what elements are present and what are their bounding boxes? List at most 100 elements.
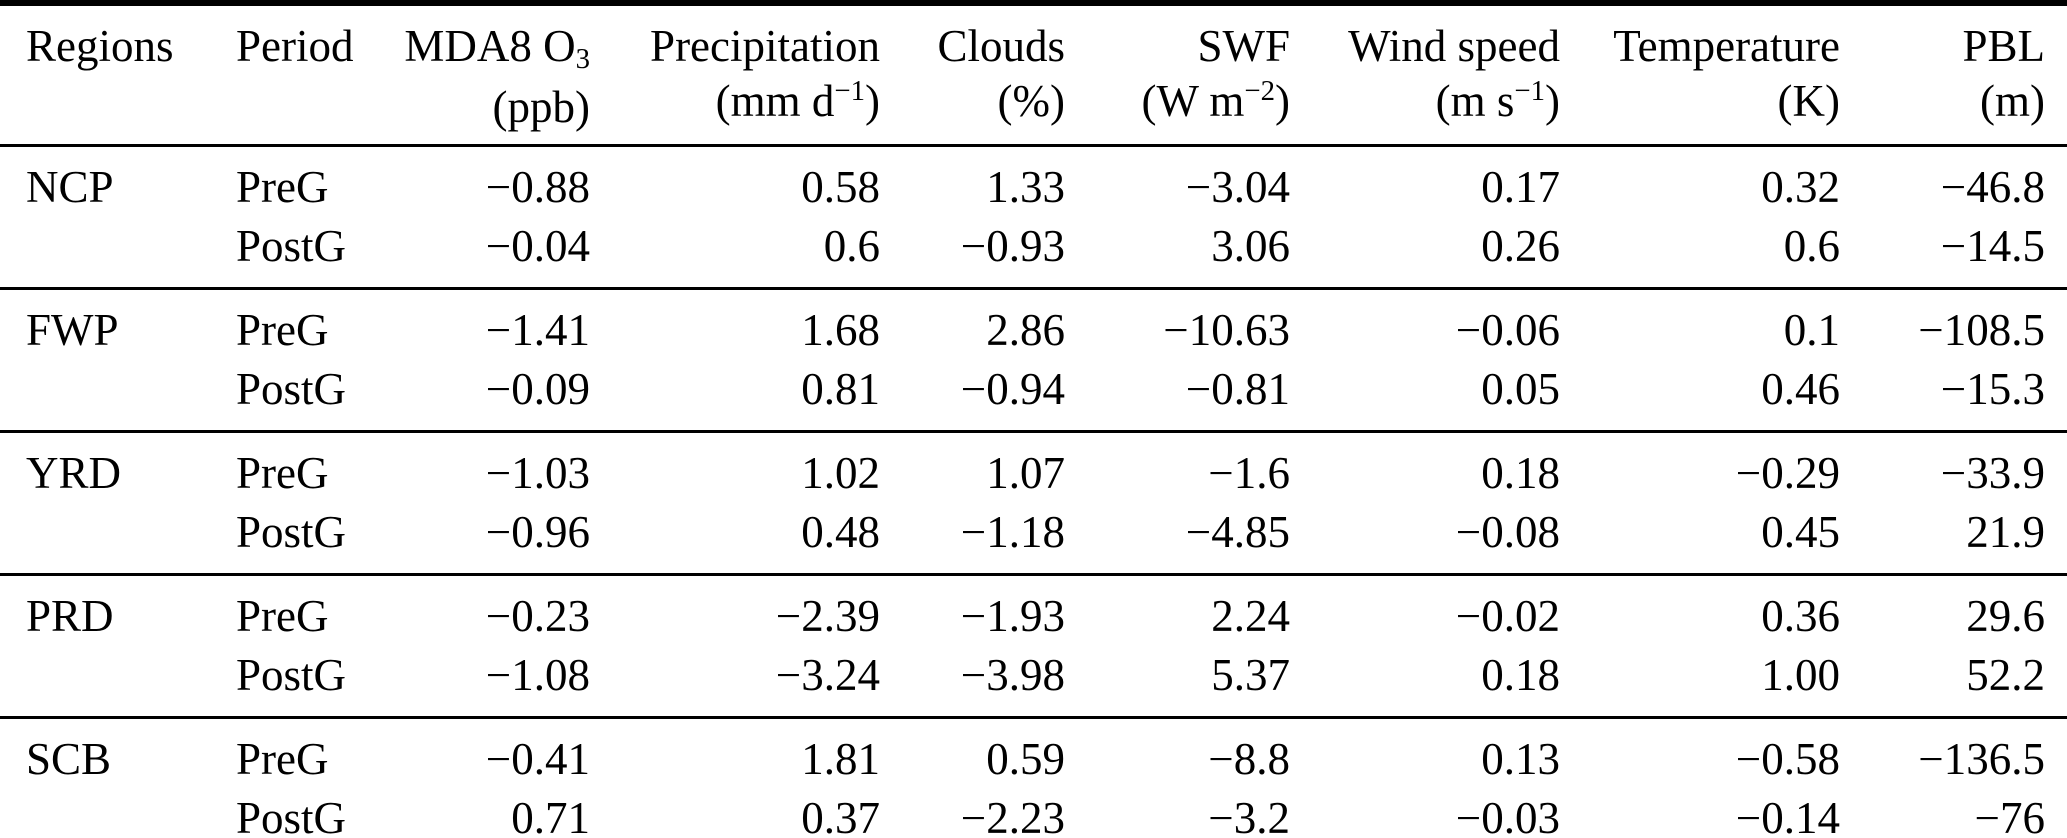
cell-wind-speed: −0.03 xyxy=(1455,793,1560,838)
cell-pbl: −46.8 xyxy=(1940,162,2045,212)
cell-pbl: −136.5 xyxy=(1918,734,2045,784)
cell-precipitation: 1.81 xyxy=(801,734,880,784)
cell-wind-speed: 0.13 xyxy=(1481,734,1560,784)
cell-swf: 3.06 xyxy=(1211,221,1290,271)
cell-temperature: 0.1 xyxy=(1783,305,1840,355)
cell-clouds: −1.18 xyxy=(960,507,1065,557)
cell-clouds: −3.98 xyxy=(960,650,1065,700)
cell-pbl: −14.5 xyxy=(1940,221,2045,271)
cell-wind-speed: −0.06 xyxy=(1455,305,1560,355)
table-row: PostG −0.96 0.48 −1.18 −4.85 −0.08 0.45 21.9 xyxy=(0,503,2067,575)
cell-period: PreG xyxy=(236,734,329,784)
col-unit xyxy=(236,74,400,138)
col-label-subscript: 3 xyxy=(575,43,590,76)
region-group-ncp: NCP PreG −0.88 0.58 1.33 −3.04 0.17 0.32 −46.8 Po… xyxy=(0,145,2067,289)
region-group-yrd: YRD PreG −1.03 1.02 1.07 −1.6 0.18 −0.29 −33.9 Po… xyxy=(0,431,2067,575)
cell-clouds: −0.93 xyxy=(960,221,1065,271)
col-header-precipitation: Precipitation (mm d−1) xyxy=(595,3,885,146)
cell-period: PostG xyxy=(236,364,347,414)
cell-mda8-o3: 0.71 xyxy=(511,793,590,838)
table-row: PostG 0.71 0.37 −2.23 −3.2 −0.03 −0.14 −76 xyxy=(0,789,2067,838)
cell-swf: −3.2 xyxy=(1208,793,1290,838)
cell-pbl: −76 xyxy=(1974,793,2045,838)
cell-swf: 2.24 xyxy=(1211,591,1290,641)
col-unit: (%) xyxy=(997,76,1065,126)
cell-precipitation: −3.24 xyxy=(775,650,880,700)
col-label: Clouds xyxy=(937,21,1065,71)
col-unit: (K) xyxy=(1777,76,1840,126)
cell-swf: −8.8 xyxy=(1208,734,1290,784)
col-unit-superscript: −1 xyxy=(834,75,865,108)
cell-clouds: 1.33 xyxy=(986,162,1065,212)
region-group-prd: PRD PreG −0.23 −2.39 −1.93 2.24 −0.02 0.36 29.6 P… xyxy=(0,574,2067,718)
cell-mda8-o3: −0.96 xyxy=(485,507,590,557)
cell-mda8-o3: −0.88 xyxy=(485,162,590,212)
col-label: Regions xyxy=(26,21,174,71)
cell-mda8-o3: −1.08 xyxy=(485,650,590,700)
col-label: Wind speed xyxy=(1348,21,1560,71)
cell-swf: −3.04 xyxy=(1185,162,1290,212)
cell-swf: −1.6 xyxy=(1208,448,1290,498)
cell-temperature: 0.36 xyxy=(1761,591,1840,641)
cell-temperature: 1.00 xyxy=(1761,650,1840,700)
cell-period: PostG xyxy=(236,507,347,557)
col-header-swf: SWF (W m−2) xyxy=(1070,3,1295,146)
table-row: PostG −0.09 0.81 −0.94 −0.81 0.05 0.46 −15.3 xyxy=(0,360,2067,432)
cell-wind-speed: 0.26 xyxy=(1481,221,1560,271)
cell-temperature: −0.29 xyxy=(1735,448,1840,498)
cell-region: YRD xyxy=(26,448,122,498)
cell-period: PreG xyxy=(236,448,329,498)
col-header-temperature: Temperature (K) xyxy=(1565,3,1845,146)
cell-period: PreG xyxy=(236,591,329,641)
cell-precipitation: −2.39 xyxy=(775,591,880,641)
table-row: SCB PreG −0.41 1.81 0.59 −8.8 0.13 −0.58 −136.5 xyxy=(0,718,2067,790)
cell-temperature: 0.6 xyxy=(1783,221,1840,271)
table-header: Regions Period MDA8 O3 (ppb) Precipitation… xyxy=(0,3,2067,146)
cell-wind-speed: −0.08 xyxy=(1455,507,1560,557)
cell-temperature: −0.58 xyxy=(1735,734,1840,784)
cell-mda8-o3: −1.41 xyxy=(485,305,590,355)
cell-swf: −0.81 xyxy=(1185,364,1290,414)
cell-precipitation: 0.37 xyxy=(801,793,880,838)
cell-region: SCB xyxy=(26,734,112,784)
col-unit: (m s−1) xyxy=(1435,75,1560,126)
cell-period: PostG xyxy=(236,650,347,700)
cell-clouds: 0.59 xyxy=(986,734,1065,784)
cell-clouds: −1.93 xyxy=(960,591,1065,641)
col-label: PBL xyxy=(1962,21,2045,71)
cell-wind-speed: 0.17 xyxy=(1481,162,1560,212)
cell-mda8-o3: −0.04 xyxy=(485,221,590,271)
region-group-scb: SCB PreG −0.41 1.81 0.59 −8.8 0.13 −0.58 −136.5 P… xyxy=(0,717,2067,838)
cell-clouds: 1.07 xyxy=(986,448,1065,498)
cell-swf: −10.63 xyxy=(1163,305,1290,355)
cell-mda8-o3: −1.03 xyxy=(485,448,590,498)
cell-wind-speed: 0.18 xyxy=(1481,448,1560,498)
cell-precipitation: 0.58 xyxy=(801,162,880,212)
col-label: Precipitation xyxy=(650,21,880,71)
col-label: Period xyxy=(236,21,354,71)
cell-clouds: 2.86 xyxy=(986,305,1065,355)
cell-temperature: 0.46 xyxy=(1761,364,1840,414)
cell-period: PreG xyxy=(236,305,329,355)
table-row: PostG −0.04 0.6 −0.93 3.06 0.26 0.6 −14.5 xyxy=(0,217,2067,289)
cell-region: PRD xyxy=(26,591,114,641)
header-row: Regions Period MDA8 O3 (ppb) Precipitation… xyxy=(0,3,2067,146)
col-header-wind-speed: Wind speed (m s−1) xyxy=(1295,3,1565,146)
col-header-regions: Regions xyxy=(0,3,210,146)
col-unit: (mm d−1) xyxy=(715,75,880,126)
cell-pbl: 29.6 xyxy=(1966,591,2045,641)
cell-wind-speed: 0.05 xyxy=(1481,364,1560,414)
cell-pbl: 52.2 xyxy=(1966,650,2045,700)
col-unit: (m) xyxy=(1980,76,2045,126)
cell-clouds: −2.23 xyxy=(960,793,1065,838)
cell-wind-speed: −0.02 xyxy=(1455,591,1560,641)
cell-precipitation: 0.81 xyxy=(801,364,880,414)
table-row: NCP PreG −0.88 0.58 1.33 −3.04 0.17 0.32 −46.8 xyxy=(0,146,2067,218)
cell-temperature: 0.32 xyxy=(1761,162,1840,212)
col-unit-superscript: −1 xyxy=(1514,75,1545,108)
table-row: FWP PreG −1.41 1.68 2.86 −10.63 −0.06 0.1 −108.5 xyxy=(0,289,2067,361)
cell-mda8-o3: −0.23 xyxy=(485,591,590,641)
cell-precipitation: 0.48 xyxy=(801,507,880,557)
